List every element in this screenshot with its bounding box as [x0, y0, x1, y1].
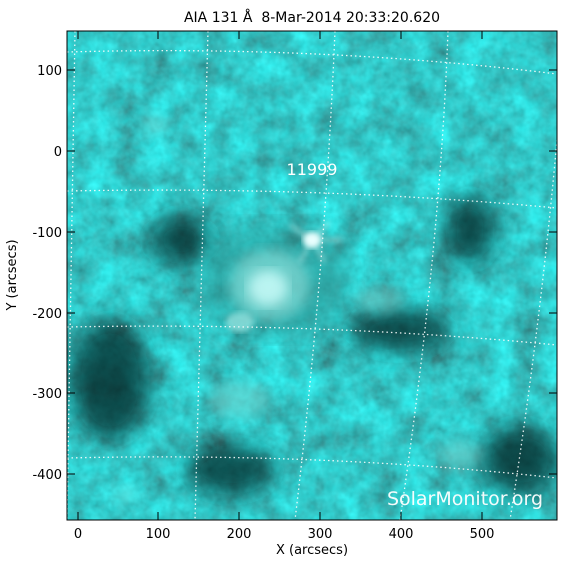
region-label: 11999 [287, 160, 338, 179]
x-tick-label: 200 [227, 527, 252, 542]
x-tick-label: 0 [74, 527, 82, 542]
x-tick-label: 500 [470, 527, 495, 542]
x-axis-label: X (arcsecs) [276, 543, 348, 558]
active-region-glow [200, 221, 350, 335]
x-tick-label: 100 [146, 527, 171, 542]
euv-image: 11999 SolarMonitor.org [67, 31, 557, 520]
watermark-text: SolarMonitor.org [387, 488, 543, 510]
y-tick-label: -200 [32, 307, 62, 322]
y-axis-ticks [67, 69, 557, 475]
x-tick-label: 300 [308, 527, 333, 542]
x-tick-labels: 0 100 200 300 400 500 [74, 527, 495, 542]
x-axis-ticks [77, 31, 483, 520]
y-tick-labels: 100 0 -100 -200 -300 -400 [32, 64, 62, 483]
y-tick-label: 0 [54, 145, 62, 160]
y-tick-label: -400 [32, 468, 62, 483]
y-tick-label: -100 [32, 226, 62, 241]
x-tick-label: 400 [389, 527, 414, 542]
y-tick-label: 100 [37, 64, 62, 79]
y-axis-label: Y (arcsecs) [5, 239, 20, 311]
plot-frame [66, 30, 558, 521]
image-title: AIA 131 Å 8-Mar-2014 20:33:20.620 [184, 9, 440, 26]
heliographic-grid [67, 31, 557, 520]
y-tick-label: -300 [32, 387, 62, 402]
